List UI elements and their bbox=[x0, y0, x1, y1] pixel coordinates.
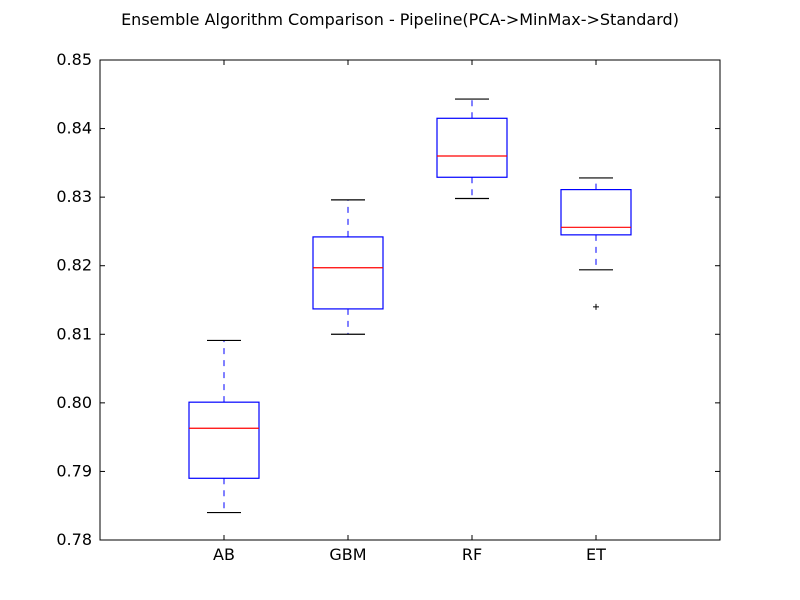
y-tick-label: 0.85 bbox=[56, 50, 92, 69]
y-tick-label: 0.82 bbox=[56, 256, 92, 275]
y-tick-label: 0.79 bbox=[56, 461, 92, 480]
y-tick-label: 0.80 bbox=[56, 393, 92, 412]
x-tick-label: GBM bbox=[329, 545, 366, 564]
x-tick-label: RF bbox=[462, 545, 482, 564]
box-et bbox=[560, 189, 632, 236]
plot-frame bbox=[99, 59, 721, 541]
x-tick-label: ET bbox=[586, 545, 606, 564]
box-gbm bbox=[312, 236, 384, 310]
y-tick-label: 0.83 bbox=[56, 187, 92, 206]
x-tick-label: AB bbox=[213, 545, 235, 564]
y-tick-label: 0.84 bbox=[56, 119, 92, 138]
chart-title: Ensemble Algorithm Comparison - Pipeline… bbox=[121, 10, 679, 29]
flier-et bbox=[593, 303, 599, 310]
y-tick-label: 0.78 bbox=[56, 530, 92, 549]
y-tick-label: 0.81 bbox=[56, 324, 92, 343]
box-ab bbox=[188, 401, 260, 479]
box-rf bbox=[436, 117, 508, 178]
